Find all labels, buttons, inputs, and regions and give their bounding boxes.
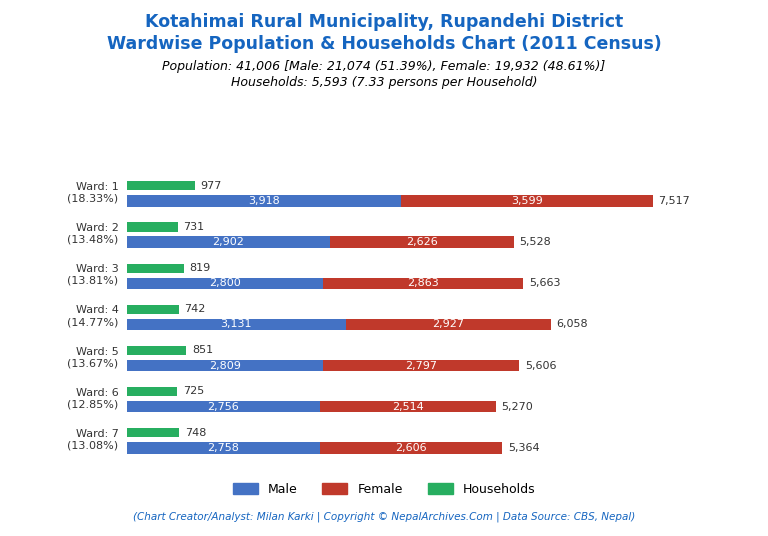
Legend: Male, Female, Households: Male, Female, Households bbox=[227, 477, 541, 502]
Text: 748: 748 bbox=[184, 428, 206, 437]
Text: Households: 5,593 (7.33 persons per Household): Households: 5,593 (7.33 persons per Hous… bbox=[230, 76, 538, 89]
Bar bbox=[346, 319, 551, 330]
Text: 3,918: 3,918 bbox=[248, 196, 280, 206]
Bar bbox=[127, 428, 179, 437]
Text: (Chart Creator/Analyst: Milan Karki | Copyright © NepalArchives.Com | Data Sourc: (Chart Creator/Analyst: Milan Karki | Co… bbox=[133, 511, 635, 522]
Bar bbox=[127, 387, 177, 396]
Text: 5,663: 5,663 bbox=[528, 278, 560, 288]
Text: 3,599: 3,599 bbox=[511, 196, 543, 206]
Text: 7,517: 7,517 bbox=[658, 196, 690, 206]
Text: Kotahimai Rural Municipality, Rupandehi District: Kotahimai Rural Municipality, Rupandehi … bbox=[145, 13, 623, 32]
Text: 731: 731 bbox=[184, 222, 204, 232]
Bar bbox=[323, 360, 519, 371]
Bar bbox=[127, 195, 401, 207]
Text: 6,058: 6,058 bbox=[556, 319, 588, 330]
Text: 5,606: 5,606 bbox=[525, 361, 556, 370]
Bar bbox=[127, 222, 178, 232]
Bar bbox=[127, 401, 319, 413]
Text: 819: 819 bbox=[190, 263, 211, 273]
Text: 977: 977 bbox=[200, 181, 222, 191]
Bar bbox=[127, 181, 195, 190]
Bar bbox=[127, 305, 179, 314]
Text: 2,927: 2,927 bbox=[432, 319, 465, 330]
Bar bbox=[127, 264, 184, 273]
Text: 2,606: 2,606 bbox=[396, 443, 427, 453]
Bar bbox=[127, 236, 329, 248]
Text: 5,364: 5,364 bbox=[508, 443, 539, 453]
Text: 2,809: 2,809 bbox=[209, 361, 241, 370]
Bar bbox=[319, 442, 502, 453]
Bar bbox=[329, 236, 514, 248]
Text: 2,756: 2,756 bbox=[207, 401, 239, 412]
Text: 3,131: 3,131 bbox=[220, 319, 252, 330]
Text: 5,270: 5,270 bbox=[502, 401, 533, 412]
Text: 725: 725 bbox=[183, 386, 204, 397]
Text: 2,863: 2,863 bbox=[407, 278, 439, 288]
Bar bbox=[401, 195, 653, 207]
Text: 742: 742 bbox=[184, 304, 206, 314]
Bar bbox=[127, 442, 319, 453]
Bar bbox=[127, 319, 346, 330]
Text: 2,514: 2,514 bbox=[392, 401, 423, 412]
Text: 2,800: 2,800 bbox=[209, 278, 240, 288]
Text: Population: 41,006 [Male: 21,074 (51.39%), Female: 19,932 (48.61%)]: Population: 41,006 [Male: 21,074 (51.39%… bbox=[162, 60, 606, 73]
Bar bbox=[127, 360, 323, 371]
Text: 851: 851 bbox=[192, 345, 213, 355]
Bar bbox=[127, 346, 187, 355]
Bar bbox=[319, 401, 495, 413]
Text: 2,797: 2,797 bbox=[406, 361, 437, 370]
Text: 2,758: 2,758 bbox=[207, 443, 239, 453]
Bar bbox=[127, 278, 323, 289]
Text: 2,902: 2,902 bbox=[212, 237, 244, 247]
Text: 5,528: 5,528 bbox=[519, 237, 551, 247]
Text: Wardwise Population & Households Chart (2011 Census): Wardwise Population & Households Chart (… bbox=[107, 35, 661, 53]
Text: 2,626: 2,626 bbox=[406, 237, 438, 247]
Bar bbox=[323, 278, 523, 289]
